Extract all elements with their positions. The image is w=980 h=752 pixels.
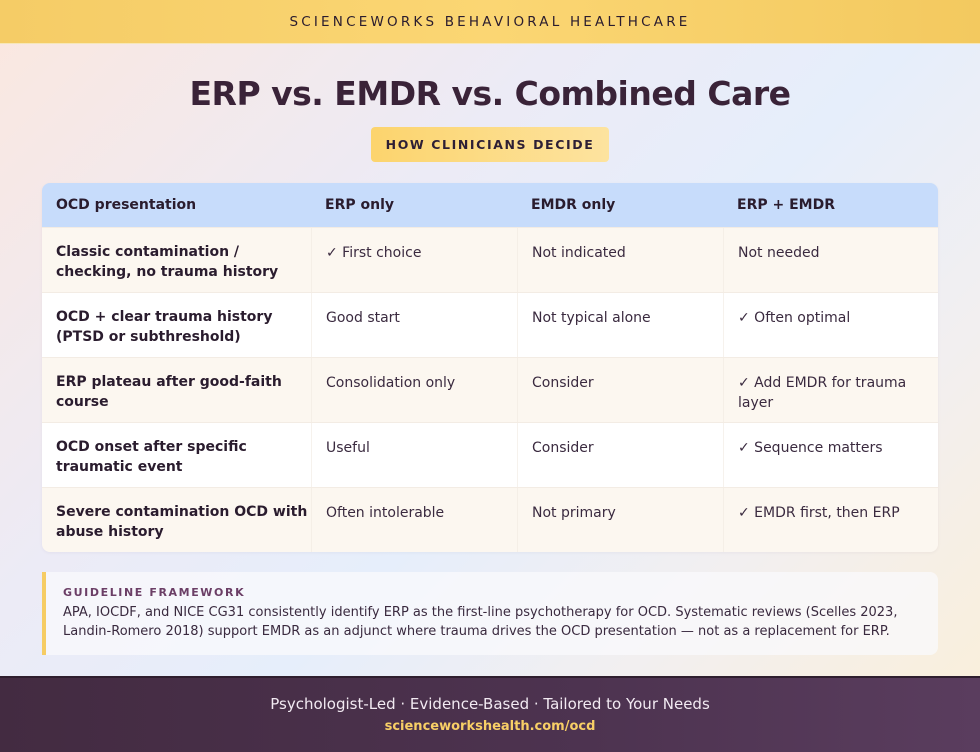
erp-only-cell: Useful	[311, 423, 517, 487]
presentation-cell: Classic contamination / checking, no tra…	[56, 244, 279, 280]
erp-emdr-cell: ✓ Often optimal	[723, 293, 938, 357]
column-header-erp-only: ERP only	[325, 197, 394, 213]
column-header-erp-emdr: ERP + EMDR	[737, 197, 835, 213]
table-row: OCD onset after specific traumatic event…	[42, 422, 938, 487]
guideline-label: GUIDELINE FRAMEWORK	[63, 586, 246, 599]
table-row: OCD + clear trauma history (PTSD or subt…	[42, 292, 938, 357]
erp-only-cell: Good start	[311, 293, 517, 357]
footer-tagline: Psychologist-Led · Evidence-Based · Tail…	[270, 695, 710, 713]
column-header-emdr-only: EMDR only	[531, 197, 616, 213]
erp-emdr-cell: ✓ EMDR first, then ERP	[723, 488, 938, 552]
presentation-cell: OCD + clear trauma history (PTSD or subt…	[56, 309, 273, 345]
table-row: Classic contamination / checking, no tra…	[42, 227, 938, 292]
footer: Psychologist-Led · Evidence-Based · Tail…	[0, 676, 980, 752]
presentation-cell: ERP plateau after good-faith course	[56, 374, 282, 410]
erp-emdr-cell: ✓ Add EMDR for trauma layer	[723, 358, 938, 422]
emdr-only-cell: Not indicated	[517, 228, 723, 292]
guideline-callout: GUIDELINE FRAMEWORK APA, IOCDF, and NICE…	[42, 572, 938, 655]
column-header-presentation: OCD presentation	[56, 197, 197, 213]
subtitle-badge: HOW CLINICIANS DECIDE	[371, 127, 609, 162]
presentation-cell: OCD onset after specific traumatic event	[56, 439, 247, 475]
footer-website-link[interactable]: scienceworkshealth.com/ocd	[384, 719, 596, 734]
page-title: ERP vs. EMDR vs. Combined Care	[189, 74, 792, 113]
table-row: ERP plateau after good-faith course Cons…	[42, 357, 938, 422]
brand-name: SCIENCEWORKS BEHAVIORAL HEALTHCARE	[289, 13, 691, 30]
emdr-only-cell: Not typical alone	[517, 293, 723, 357]
emdr-only-cell: Consider	[517, 358, 723, 422]
table-header-row: OCD presentation ERP only EMDR only ERP …	[42, 183, 938, 227]
emdr-only-cell: Consider	[517, 423, 723, 487]
brand-banner: SCIENCEWORKS BEHAVIORAL HEALTHCARE	[0, 0, 980, 44]
emdr-only-cell: Not primary	[517, 488, 723, 552]
erp-only-cell: Often intolerable	[311, 488, 517, 552]
erp-only-cell: Consolidation only	[311, 358, 517, 422]
erp-only-cell: ✓ First choice	[311, 228, 517, 292]
table-row: Severe contamination OCD with abuse hist…	[42, 487, 938, 552]
erp-emdr-cell: ✓ Sequence matters	[723, 423, 938, 487]
comparison-table: OCD presentation ERP only EMDR only ERP …	[42, 183, 938, 552]
presentation-cell: Severe contamination OCD with abuse hist…	[56, 504, 308, 540]
guideline-text: APA, IOCDF, and NICE CG31 consistently i…	[63, 605, 898, 639]
erp-emdr-cell: Not needed	[723, 228, 938, 292]
